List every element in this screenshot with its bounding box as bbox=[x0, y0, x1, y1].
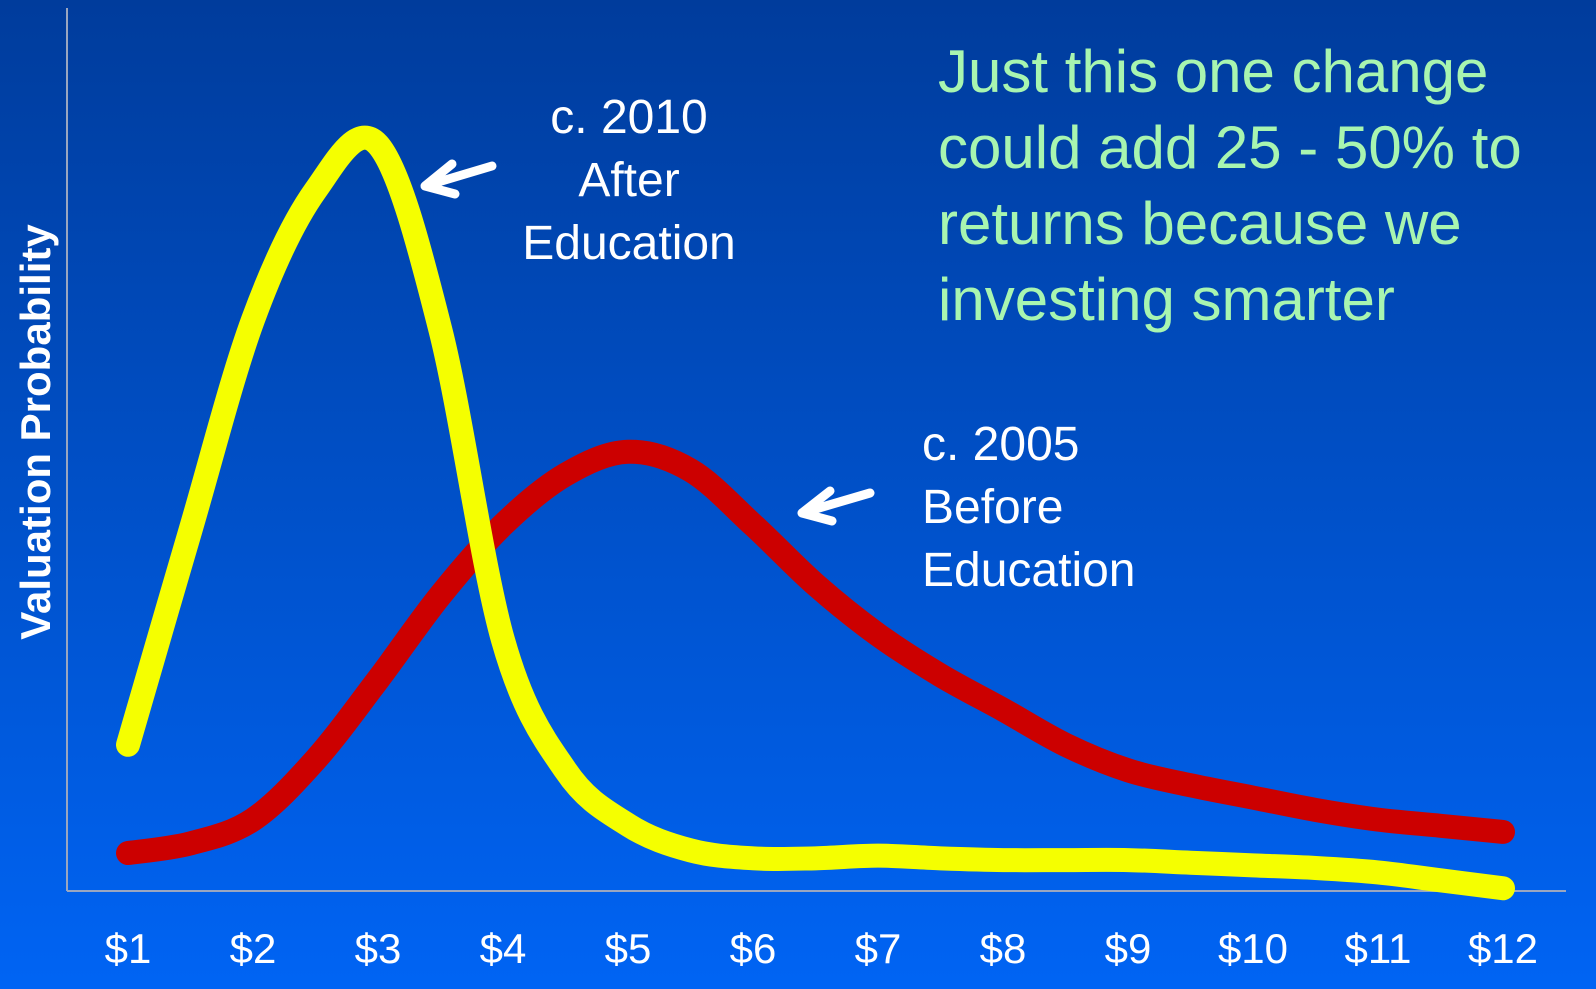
x-tick-label: $7 bbox=[855, 925, 902, 972]
text-line: returns because we bbox=[938, 190, 1462, 257]
arrows bbox=[420, 159, 875, 526]
text-line: Before bbox=[922, 481, 1063, 534]
text-line: c. 2010 bbox=[550, 91, 707, 144]
x-tick-label: $8 bbox=[980, 925, 1027, 972]
series-line bbox=[116, 439, 1515, 866]
legend-label: c. 2010 After Education bbox=[522, 91, 736, 270]
x-tick-label: $6 bbox=[730, 925, 777, 972]
legend-label: c. 2005 Before Education bbox=[922, 418, 1136, 597]
y-axis-label: Valuation Probability bbox=[12, 224, 59, 640]
text-line: c. 2005 bbox=[922, 418, 1079, 471]
x-tick-label: $12 bbox=[1468, 925, 1538, 972]
x-tick-label: $2 bbox=[230, 925, 277, 972]
x-tick-label: $11 bbox=[1345, 925, 1412, 972]
text-line: could add 25 - 50% to bbox=[938, 114, 1522, 181]
text-line: investing smarter bbox=[938, 266, 1395, 333]
text-line: Education bbox=[522, 217, 736, 270]
x-tick-label: $9 bbox=[1105, 925, 1152, 972]
annotation: Just this one change could add 25 - 50% t… bbox=[938, 38, 1522, 333]
x-tick-label: $10 bbox=[1218, 925, 1288, 972]
arrow bbox=[420, 159, 497, 199]
x-tick-label: $4 bbox=[480, 925, 527, 972]
x-tick-label: $5 bbox=[605, 925, 652, 972]
arrow bbox=[797, 486, 875, 526]
x-tick-label: $3 bbox=[355, 925, 402, 972]
x-tick-label: $1 bbox=[105, 925, 152, 972]
series-line bbox=[116, 125, 1515, 901]
series-layer bbox=[116, 125, 1515, 901]
text-line: Education bbox=[922, 544, 1136, 597]
text-line: After bbox=[578, 154, 679, 207]
text-line: Just this one change bbox=[938, 38, 1488, 105]
